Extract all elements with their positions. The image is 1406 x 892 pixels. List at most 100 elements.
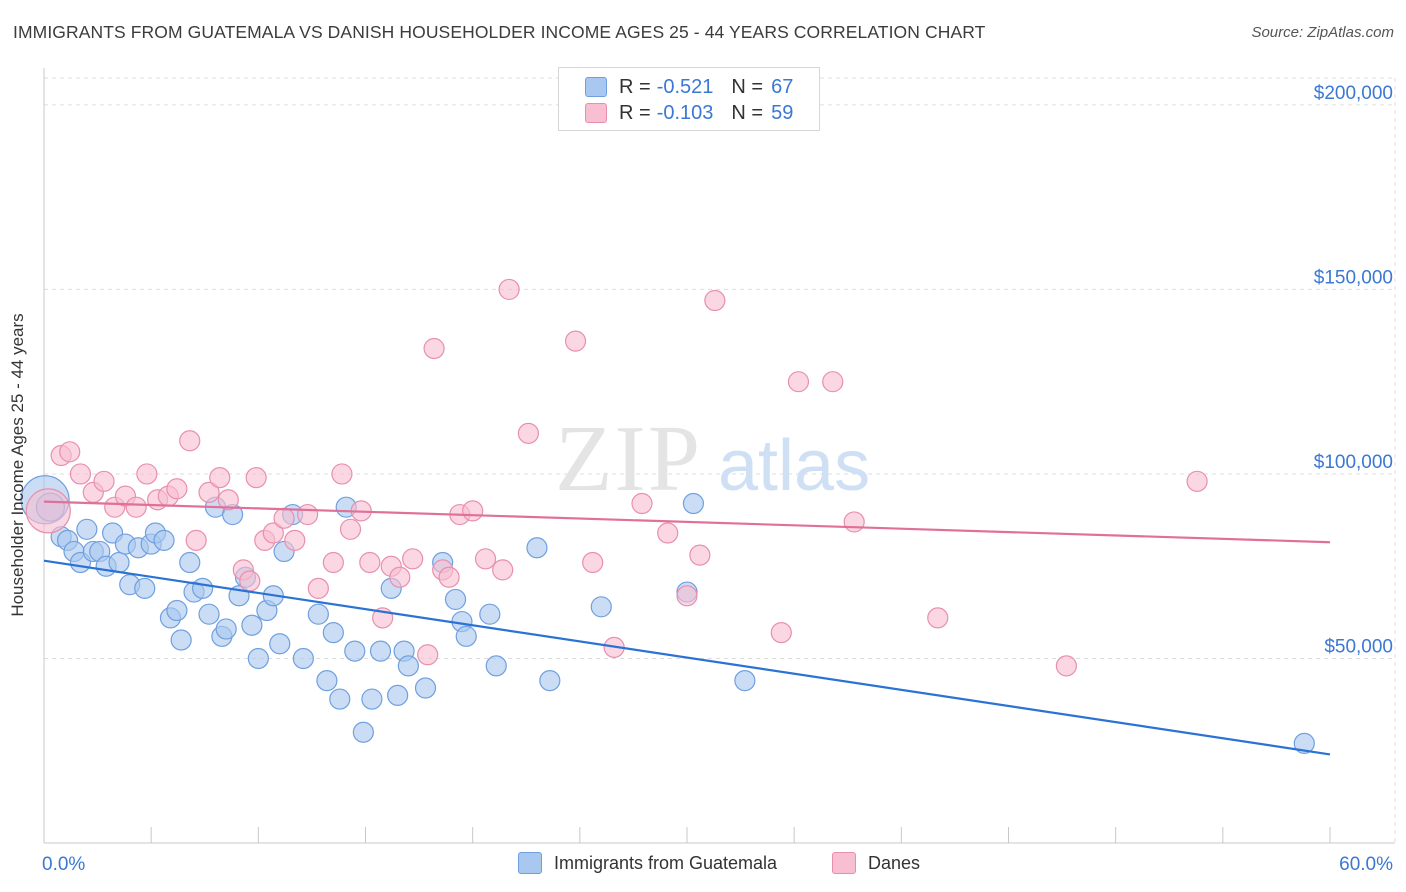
y-tick-label: $200,000 — [1314, 83, 1393, 104]
danes-point — [273, 507, 295, 529]
legend-item-guatemala[interactable]: Immigrants from Guatemala — [518, 852, 777, 874]
guatemala-point — [108, 551, 130, 574]
danes-point — [284, 529, 306, 551]
guatemala-point — [329, 688, 351, 710]
guatemala-point — [166, 599, 188, 622]
guatemala-point — [479, 603, 501, 625]
legend-n-label: N = — [731, 101, 764, 124]
danes-point — [198, 481, 220, 504]
guatemala-point — [352, 721, 374, 743]
guatemala-point — [322, 622, 344, 644]
legend-r-label: R = — [619, 101, 651, 124]
guatemala-point — [307, 603, 329, 625]
legend-n-value: 59 — [771, 101, 794, 124]
legend-swatch-blue — [585, 77, 607, 97]
guatemala-point — [397, 655, 419, 677]
danes-point — [1055, 655, 1077, 677]
danes-point — [322, 551, 344, 574]
chart-title: IMMIGRANTS FROM GUATEMALA VS DANISH HOUS… — [13, 22, 986, 42]
danes-point — [331, 463, 353, 485]
y-tick-label: $100,000 — [1314, 452, 1393, 473]
legend-swatch-blue — [518, 852, 542, 874]
guatemala-trendline — [43, 559, 1331, 756]
danes-point — [704, 289, 726, 312]
legend-row-guatemala: R = -0.521 N = 67 — [585, 75, 793, 99]
x-tick-label-left: 0.0% — [42, 854, 85, 875]
guatemala-point — [134, 577, 156, 599]
danes-point — [492, 559, 514, 581]
legend-label: Immigrants from Guatemala — [554, 852, 778, 873]
danes-point — [1186, 470, 1208, 492]
legend-row-danes: R = -0.103 N = 59 — [585, 101, 793, 125]
guatemala-point — [215, 618, 237, 640]
danes-point — [339, 518, 362, 540]
danes-point — [927, 607, 949, 629]
danes-point — [262, 522, 284, 544]
guatemala-point — [316, 670, 338, 692]
guatemala-point — [153, 529, 175, 551]
guatemala-point — [76, 518, 98, 540]
guatemala-point — [292, 647, 314, 670]
danes-point — [517, 422, 539, 444]
danes-point — [166, 478, 188, 500]
guatemala-point — [387, 684, 409, 706]
danes-point — [498, 278, 520, 301]
danes-point — [125, 496, 147, 518]
guatemala-point — [444, 588, 467, 611]
guatemala-point — [369, 640, 392, 662]
danes-point — [359, 551, 381, 574]
guatemala-point — [241, 614, 263, 636]
danes-point — [245, 467, 267, 489]
danes-point — [297, 503, 319, 526]
danes-point — [217, 489, 239, 511]
guatemala-point — [526, 537, 548, 559]
guatemala-point — [455, 625, 477, 647]
danes-point — [179, 430, 201, 452]
danes-point — [185, 529, 207, 551]
guatemala-point — [590, 596, 612, 618]
danes-point — [564, 330, 587, 352]
guatemala-point — [414, 677, 437, 699]
danes-point — [423, 337, 445, 360]
danes-point — [239, 570, 261, 592]
watermark: ZIP atlas — [555, 407, 870, 511]
guatemala-point — [539, 670, 561, 692]
danes-point — [402, 548, 424, 570]
legend-label: Danes — [868, 852, 921, 873]
guatemala-point — [192, 577, 214, 599]
watermark-zip: ZIP — [555, 407, 702, 511]
danes-point — [657, 522, 679, 544]
guatemala-point — [198, 603, 220, 625]
y-tick-label: $150,000 — [1314, 267, 1393, 288]
danes-point — [93, 470, 115, 492]
guatemala-point — [247, 647, 269, 670]
legend-r-label: R = — [619, 75, 651, 98]
danes-point — [689, 544, 711, 566]
trend-layer — [43, 500, 1331, 756]
danes-point — [770, 622, 792, 644]
danes-point — [474, 548, 497, 570]
danes-point — [389, 566, 411, 588]
danes-point — [25, 488, 71, 534]
legend-swatch-pink — [832, 852, 856, 874]
danes-point — [843, 511, 865, 533]
guatemala-point — [1293, 732, 1315, 754]
guatemala-point — [361, 688, 383, 710]
y-tick-label: $50,000 — [1324, 636, 1393, 657]
danes-point — [59, 441, 81, 463]
correlation-legend: R = -0.521 N = 67 R = -0.103 N = 59 — [558, 67, 820, 131]
axis-layer — [43, 68, 1395, 844]
danes-point — [136, 463, 158, 485]
guatemala-point — [269, 633, 291, 655]
legend-item-danes[interactable]: Danes — [832, 852, 920, 874]
legend-r-value: -0.103 — [656, 101, 714, 124]
legend-n-label: N = — [731, 75, 764, 98]
legend-r-value: -0.521 — [656, 75, 714, 98]
label-layer: $50,000 $100,000 $150,000 $200,000 0.0% 60.0% — [42, 83, 1393, 875]
guatemala-point — [734, 670, 756, 692]
guatemala-point — [170, 629, 192, 651]
danes-point — [631, 492, 653, 515]
danes-trendline — [43, 500, 1331, 544]
points-layer — [20, 278, 1315, 754]
